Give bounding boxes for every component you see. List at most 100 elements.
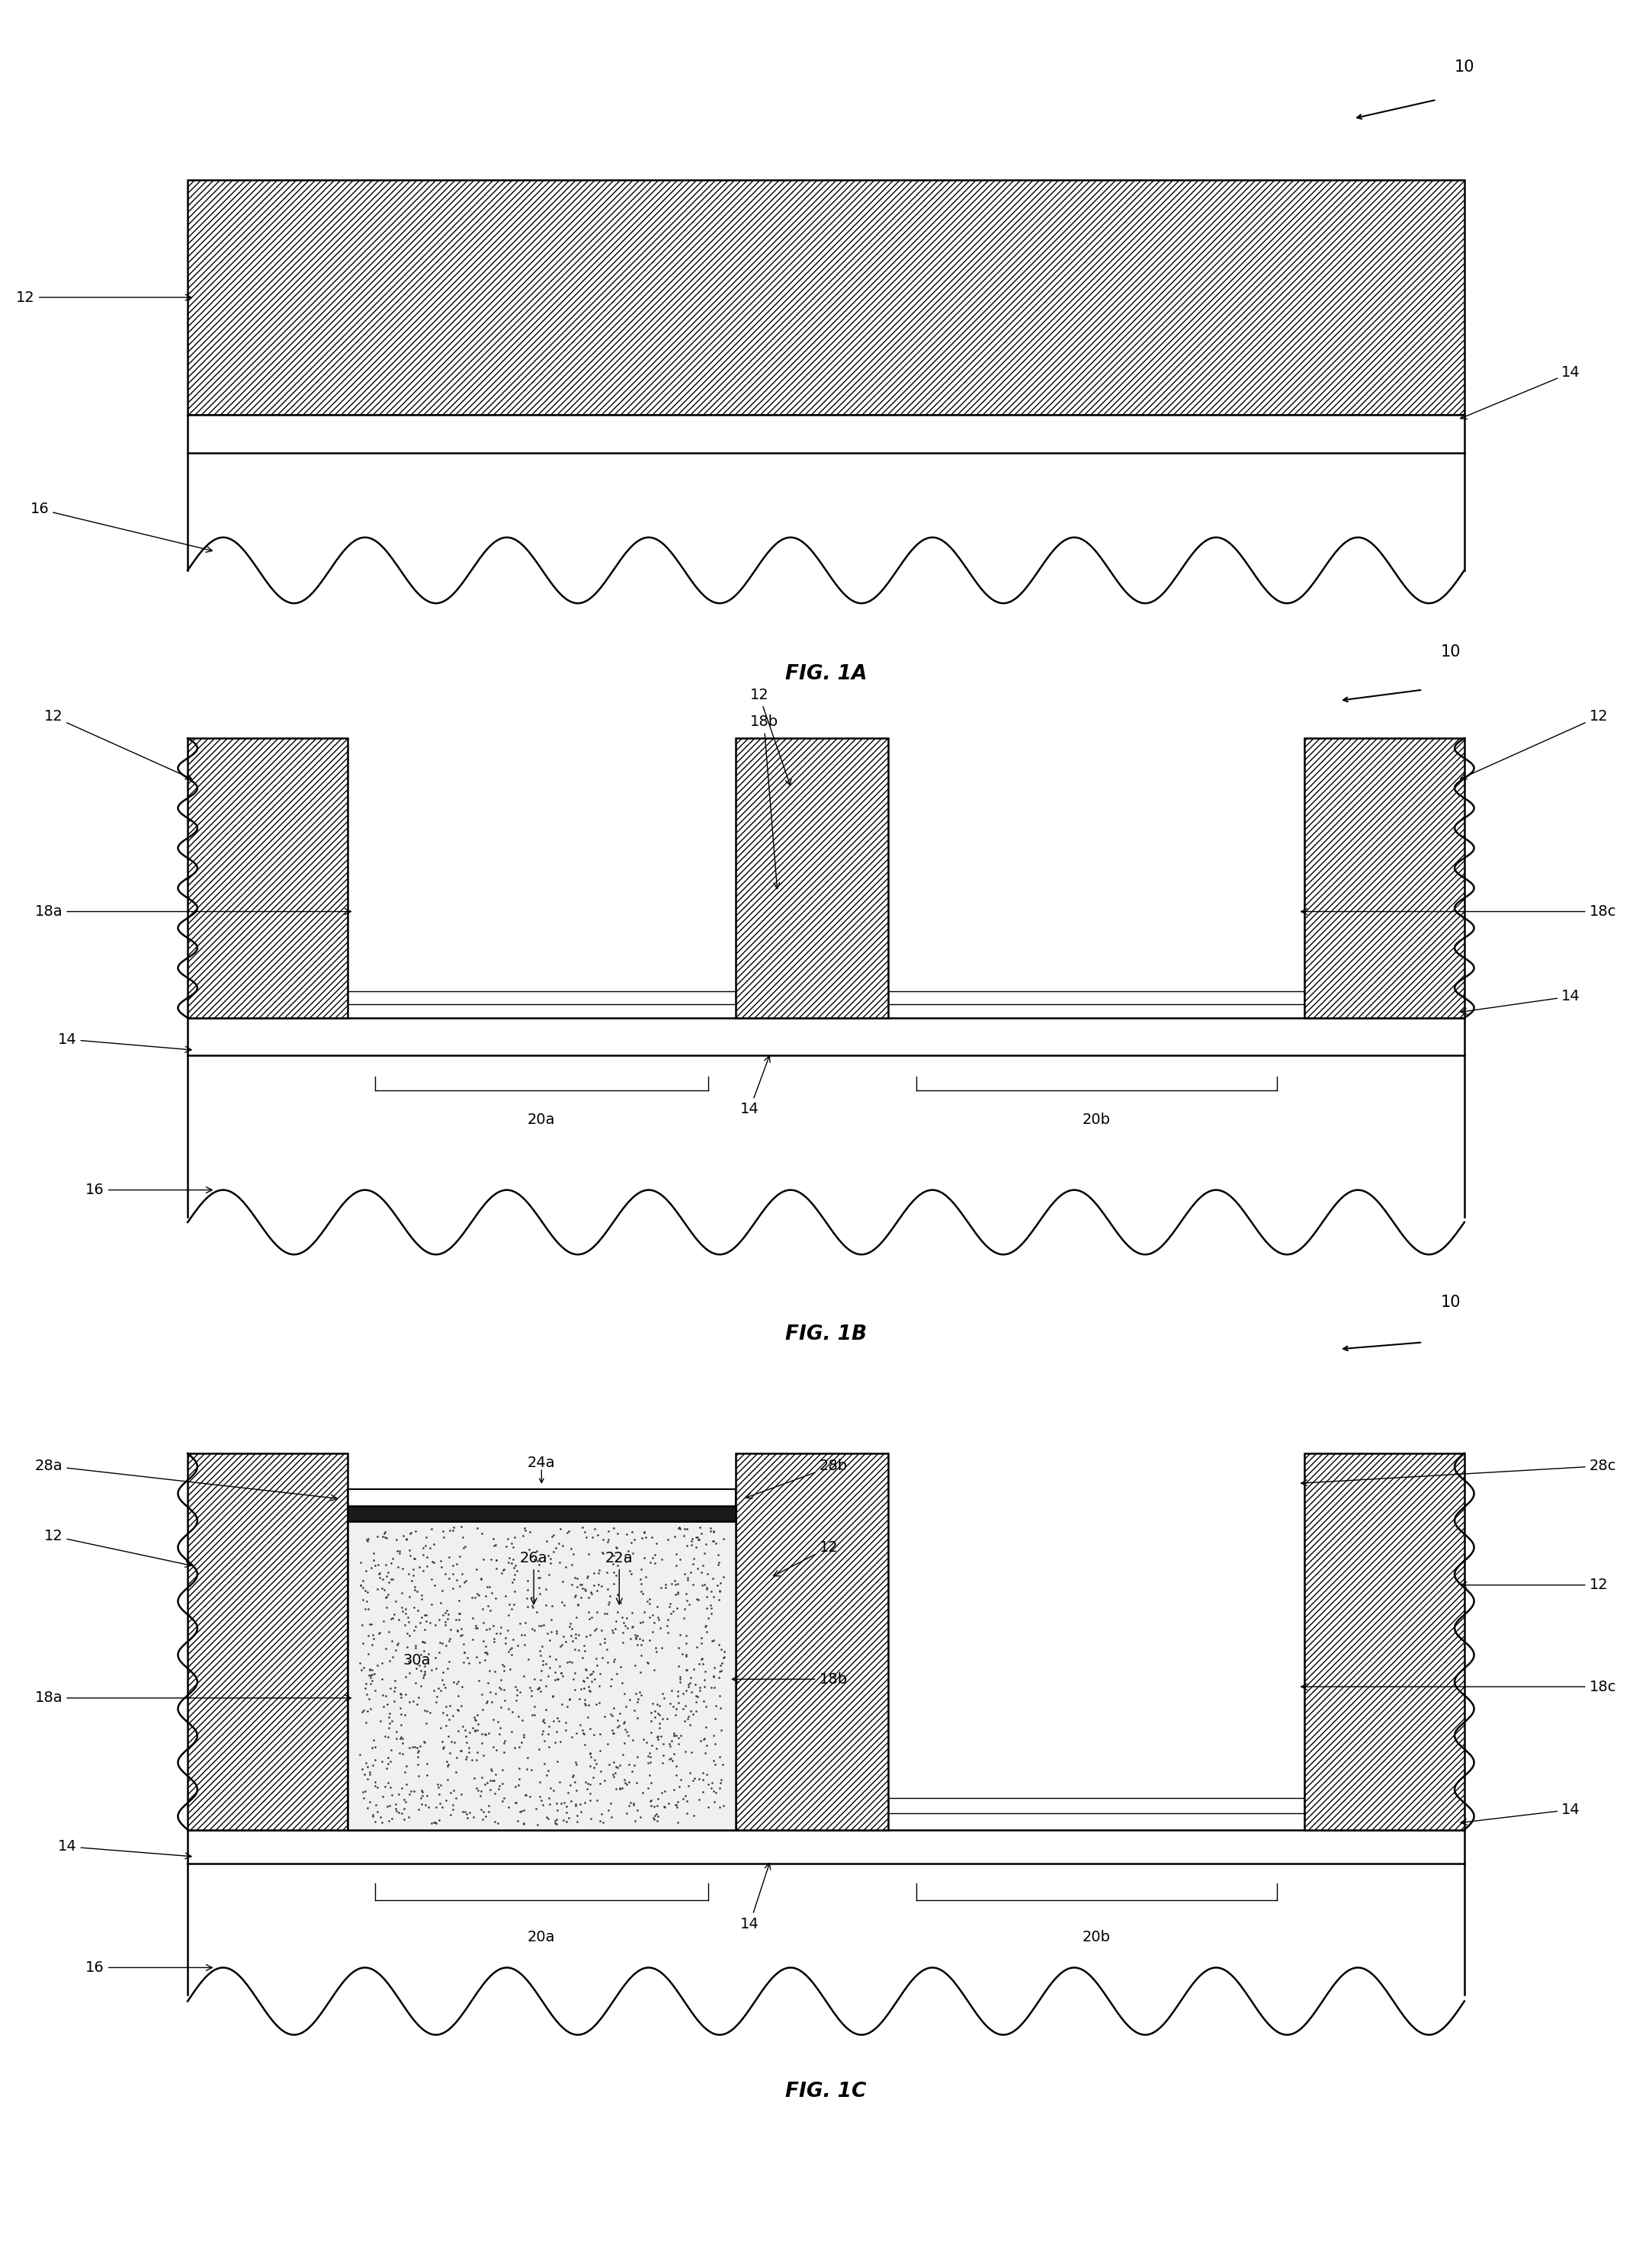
Point [472,1634,499,1670]
Point [601,1640,628,1676]
Point [405,1739,431,1775]
Point [639,1598,666,1634]
Point [383,1793,410,1829]
Point [618,1784,644,1820]
Point [682,1667,709,1703]
Point [449,1670,476,1705]
Point [547,1629,573,1665]
Point [621,1647,648,1683]
Point [398,1515,425,1551]
Point [375,1719,401,1755]
Point [496,1611,522,1647]
Point [357,1658,383,1694]
Bar [347,1506,735,1522]
Point [624,1764,651,1800]
Point [558,1645,585,1681]
Point [448,1687,474,1723]
Point [578,1656,605,1692]
Point [398,1562,425,1598]
Point [616,1553,643,1589]
Point [628,1800,654,1835]
Point [558,1622,585,1658]
Point [448,1611,474,1647]
Point [390,1726,416,1761]
Point [446,1537,472,1573]
Point [464,1575,491,1611]
Point [548,1627,575,1663]
Point [572,1634,598,1670]
Point [530,1723,557,1759]
Point [611,1703,638,1739]
Point [588,1795,615,1831]
Point [438,1611,464,1647]
Point [682,1683,709,1719]
Point [611,1537,638,1573]
Point [558,1618,585,1654]
Point [459,1600,486,1636]
Point [633,1560,659,1596]
Point [436,1622,463,1658]
Point [487,1690,514,1726]
Point [707,1573,733,1609]
Point [388,1589,415,1625]
Point [486,1770,512,1806]
Point [674,1528,700,1564]
Point [664,1757,691,1793]
Point [692,1609,719,1645]
Point [545,1661,572,1696]
Point [383,1721,410,1757]
Point [464,1510,491,1546]
Point [421,1672,448,1708]
Point [411,1692,438,1728]
Point [347,1566,373,1602]
Point [686,1522,712,1557]
Point [661,1773,687,1808]
Point [411,1647,438,1683]
Point [375,1614,401,1649]
Point [501,1557,527,1593]
Point [555,1513,582,1549]
Point [501,1519,527,1555]
Text: 12: 12 [17,289,192,305]
Point [653,1571,679,1607]
Point [570,1510,596,1546]
Point [705,1546,732,1582]
Point [482,1542,509,1578]
Point [707,1764,733,1800]
Point [534,1757,560,1793]
Point [684,1679,710,1714]
Point [700,1773,727,1808]
Point [534,1692,560,1728]
Point [428,1584,454,1620]
Point [654,1701,681,1737]
Point [418,1652,444,1687]
Point [378,1562,405,1598]
Point [568,1571,595,1607]
Point [620,1596,646,1631]
Point [357,1757,383,1793]
Point [624,1618,651,1654]
Point [352,1757,378,1793]
Point [382,1786,408,1822]
Point [575,1580,601,1616]
Point [472,1766,499,1802]
Point [406,1549,433,1584]
Point [497,1631,524,1667]
Point [631,1515,657,1551]
Point [669,1676,695,1712]
Point [606,1770,633,1806]
Point [671,1703,697,1739]
Point [691,1535,717,1571]
Point [468,1777,494,1813]
Point [472,1634,499,1670]
Point [586,1667,613,1703]
Point [694,1555,720,1591]
Point [377,1696,403,1732]
Point [588,1535,615,1571]
Point [636,1587,662,1622]
Point [506,1761,532,1797]
Point [699,1766,725,1802]
Point [570,1663,596,1699]
Point [679,1522,705,1557]
Point [672,1638,699,1674]
